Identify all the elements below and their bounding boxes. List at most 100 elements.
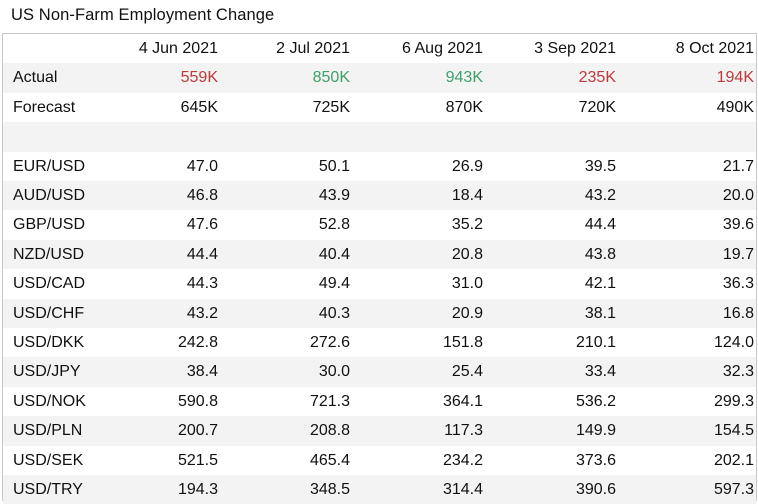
row-label: USD/CAD xyxy=(3,269,102,299)
table-cell: 50.1 xyxy=(220,151,352,182)
table-cell: 149.9 xyxy=(485,416,618,446)
table-cell: 20.9 xyxy=(352,298,485,329)
table-row: AUD/USD 46.8 43.9 18.4 43.2 20.0 xyxy=(3,181,756,211)
table-cell: 720K xyxy=(485,92,618,123)
table-cell: 47.6 xyxy=(102,210,220,240)
table-cell: 35.2 xyxy=(352,210,485,240)
table-cell: 49.4 xyxy=(220,269,352,299)
header-cell-date: 2 Jul 2021 xyxy=(220,34,352,64)
table-cell: 208.8 xyxy=(220,416,352,446)
row-label: AUD/USD xyxy=(3,181,102,211)
table-cell: 202.1 xyxy=(618,445,756,476)
row-label: NZD/USD xyxy=(3,239,102,270)
header-cell-date: 3 Sep 2021 xyxy=(485,34,618,64)
row-label: USD/JPY xyxy=(3,357,102,387)
table-cell: 870K xyxy=(352,92,485,123)
header-cell-date: 4 Jun 2021 xyxy=(102,34,220,64)
table-cell: 721.3 xyxy=(220,386,352,417)
table-row: USD/PLN 200.7 208.8 117.3 149.9 154.5 xyxy=(3,416,756,446)
table-cell: 21.7 xyxy=(618,151,756,182)
table-cell: 18.4 xyxy=(352,181,485,211)
table-cell: 373.6 xyxy=(485,445,618,476)
table-cell: 36.3 xyxy=(618,269,756,299)
table-cell: 200.7 xyxy=(102,416,220,446)
table-cell: 33.4 xyxy=(485,357,618,387)
table-cell: 194K xyxy=(618,63,756,93)
actual-row: Actual 559K 850K 943K 235K 194K xyxy=(3,63,756,93)
table-cell: 38.1 xyxy=(485,298,618,329)
table-cell: 272.6 xyxy=(220,328,352,358)
table-cell: 52.8 xyxy=(220,210,352,240)
forecast-row: Forecast 645K 725K 870K 720K 490K xyxy=(3,92,756,123)
table-cell: 19.7 xyxy=(618,239,756,270)
table-cell: 151.8 xyxy=(352,328,485,358)
table-cell: 39.6 xyxy=(618,210,756,240)
row-label: USD/NOK xyxy=(3,386,102,417)
nfp-table-container: 4 Jun 2021 2 Jul 2021 6 Aug 2021 3 Sep 2… xyxy=(2,33,757,504)
row-label: USD/PLN xyxy=(3,416,102,446)
table-cell: 44.4 xyxy=(102,239,220,270)
table-row: GBP/USD 47.6 52.8 35.2 44.4 39.6 xyxy=(3,210,756,240)
table-cell xyxy=(102,122,220,152)
table-cell: 43.9 xyxy=(220,181,352,211)
table-cell: 32.3 xyxy=(618,357,756,387)
table-row: NZD/USD 44.4 40.4 20.8 43.8 19.7 xyxy=(3,239,756,270)
table-row: USD/TRY 194.3 348.5 314.4 390.6 597.3 xyxy=(3,475,756,504)
table-row: USD/SEK 521.5 465.4 234.2 373.6 202.1 xyxy=(3,445,756,476)
table-cell: 154.5 xyxy=(618,416,756,446)
table-cell xyxy=(220,122,352,152)
table-cell xyxy=(618,122,756,152)
row-label xyxy=(3,122,102,152)
table-cell: 521.5 xyxy=(102,445,220,476)
row-label: USD/SEK xyxy=(3,445,102,476)
table-cell: 40.3 xyxy=(220,298,352,329)
table-cell: 490K xyxy=(618,92,756,123)
table-cell: 390.6 xyxy=(485,475,618,504)
table-cell xyxy=(485,122,618,152)
table-row: USD/NOK 590.8 721.3 364.1 536.2 299.3 xyxy=(3,386,756,417)
table-cell: 590.8 xyxy=(102,386,220,417)
table-title: US Non-Farm Employment Change xyxy=(11,6,275,24)
table-cell: 645K xyxy=(102,92,220,123)
table-cell: 850K xyxy=(220,63,352,93)
row-label: USD/TRY xyxy=(3,475,102,504)
header-cell-date: 8 Oct 2021 xyxy=(618,34,756,64)
header-cell-label xyxy=(3,34,102,64)
row-label: EUR/USD xyxy=(3,151,102,182)
table-cell: 38.4 xyxy=(102,357,220,387)
table-row: EUR/USD 47.0 50.1 26.9 39.5 21.7 xyxy=(3,151,756,182)
table-cell: 559K xyxy=(102,63,220,93)
row-label: USD/CHF xyxy=(3,298,102,329)
spacer-row xyxy=(3,122,756,152)
row-label: USD/DKK xyxy=(3,328,102,358)
table-cell: 124.0 xyxy=(618,328,756,358)
table-cell: 20.8 xyxy=(352,239,485,270)
table-cell: 40.4 xyxy=(220,239,352,270)
table-cell: 44.3 xyxy=(102,269,220,299)
table-cell: 536.2 xyxy=(485,386,618,417)
table-cell: 44.4 xyxy=(485,210,618,240)
table-cell: 364.1 xyxy=(352,386,485,417)
table-cell: 16.8 xyxy=(618,298,756,329)
table-cell: 234.2 xyxy=(352,445,485,476)
table-cell: 39.5 xyxy=(485,151,618,182)
row-label: Forecast xyxy=(3,92,102,123)
header-row: 4 Jun 2021 2 Jul 2021 6 Aug 2021 3 Sep 2… xyxy=(3,34,756,64)
row-label: GBP/USD xyxy=(3,210,102,240)
table-cell: 25.4 xyxy=(352,357,485,387)
table-row: USD/CAD 44.3 49.4 31.0 42.1 36.3 xyxy=(3,269,756,299)
table-cell: 47.0 xyxy=(102,151,220,182)
table-cell: 42.1 xyxy=(485,269,618,299)
table-cell: 43.2 xyxy=(485,181,618,211)
table-cell: 43.8 xyxy=(485,239,618,270)
table-row: USD/DKK 242.8 272.6 151.8 210.1 124.0 xyxy=(3,328,756,358)
header-cell-date: 6 Aug 2021 xyxy=(352,34,485,64)
table-cell: 117.3 xyxy=(352,416,485,446)
table-cell: 242.8 xyxy=(102,328,220,358)
table-cell: 194.3 xyxy=(102,475,220,504)
table-cell: 725K xyxy=(220,92,352,123)
table-cell: 43.2 xyxy=(102,298,220,329)
table-cell: 299.3 xyxy=(618,386,756,417)
table-cell xyxy=(352,122,485,152)
table-cell: 348.5 xyxy=(220,475,352,504)
